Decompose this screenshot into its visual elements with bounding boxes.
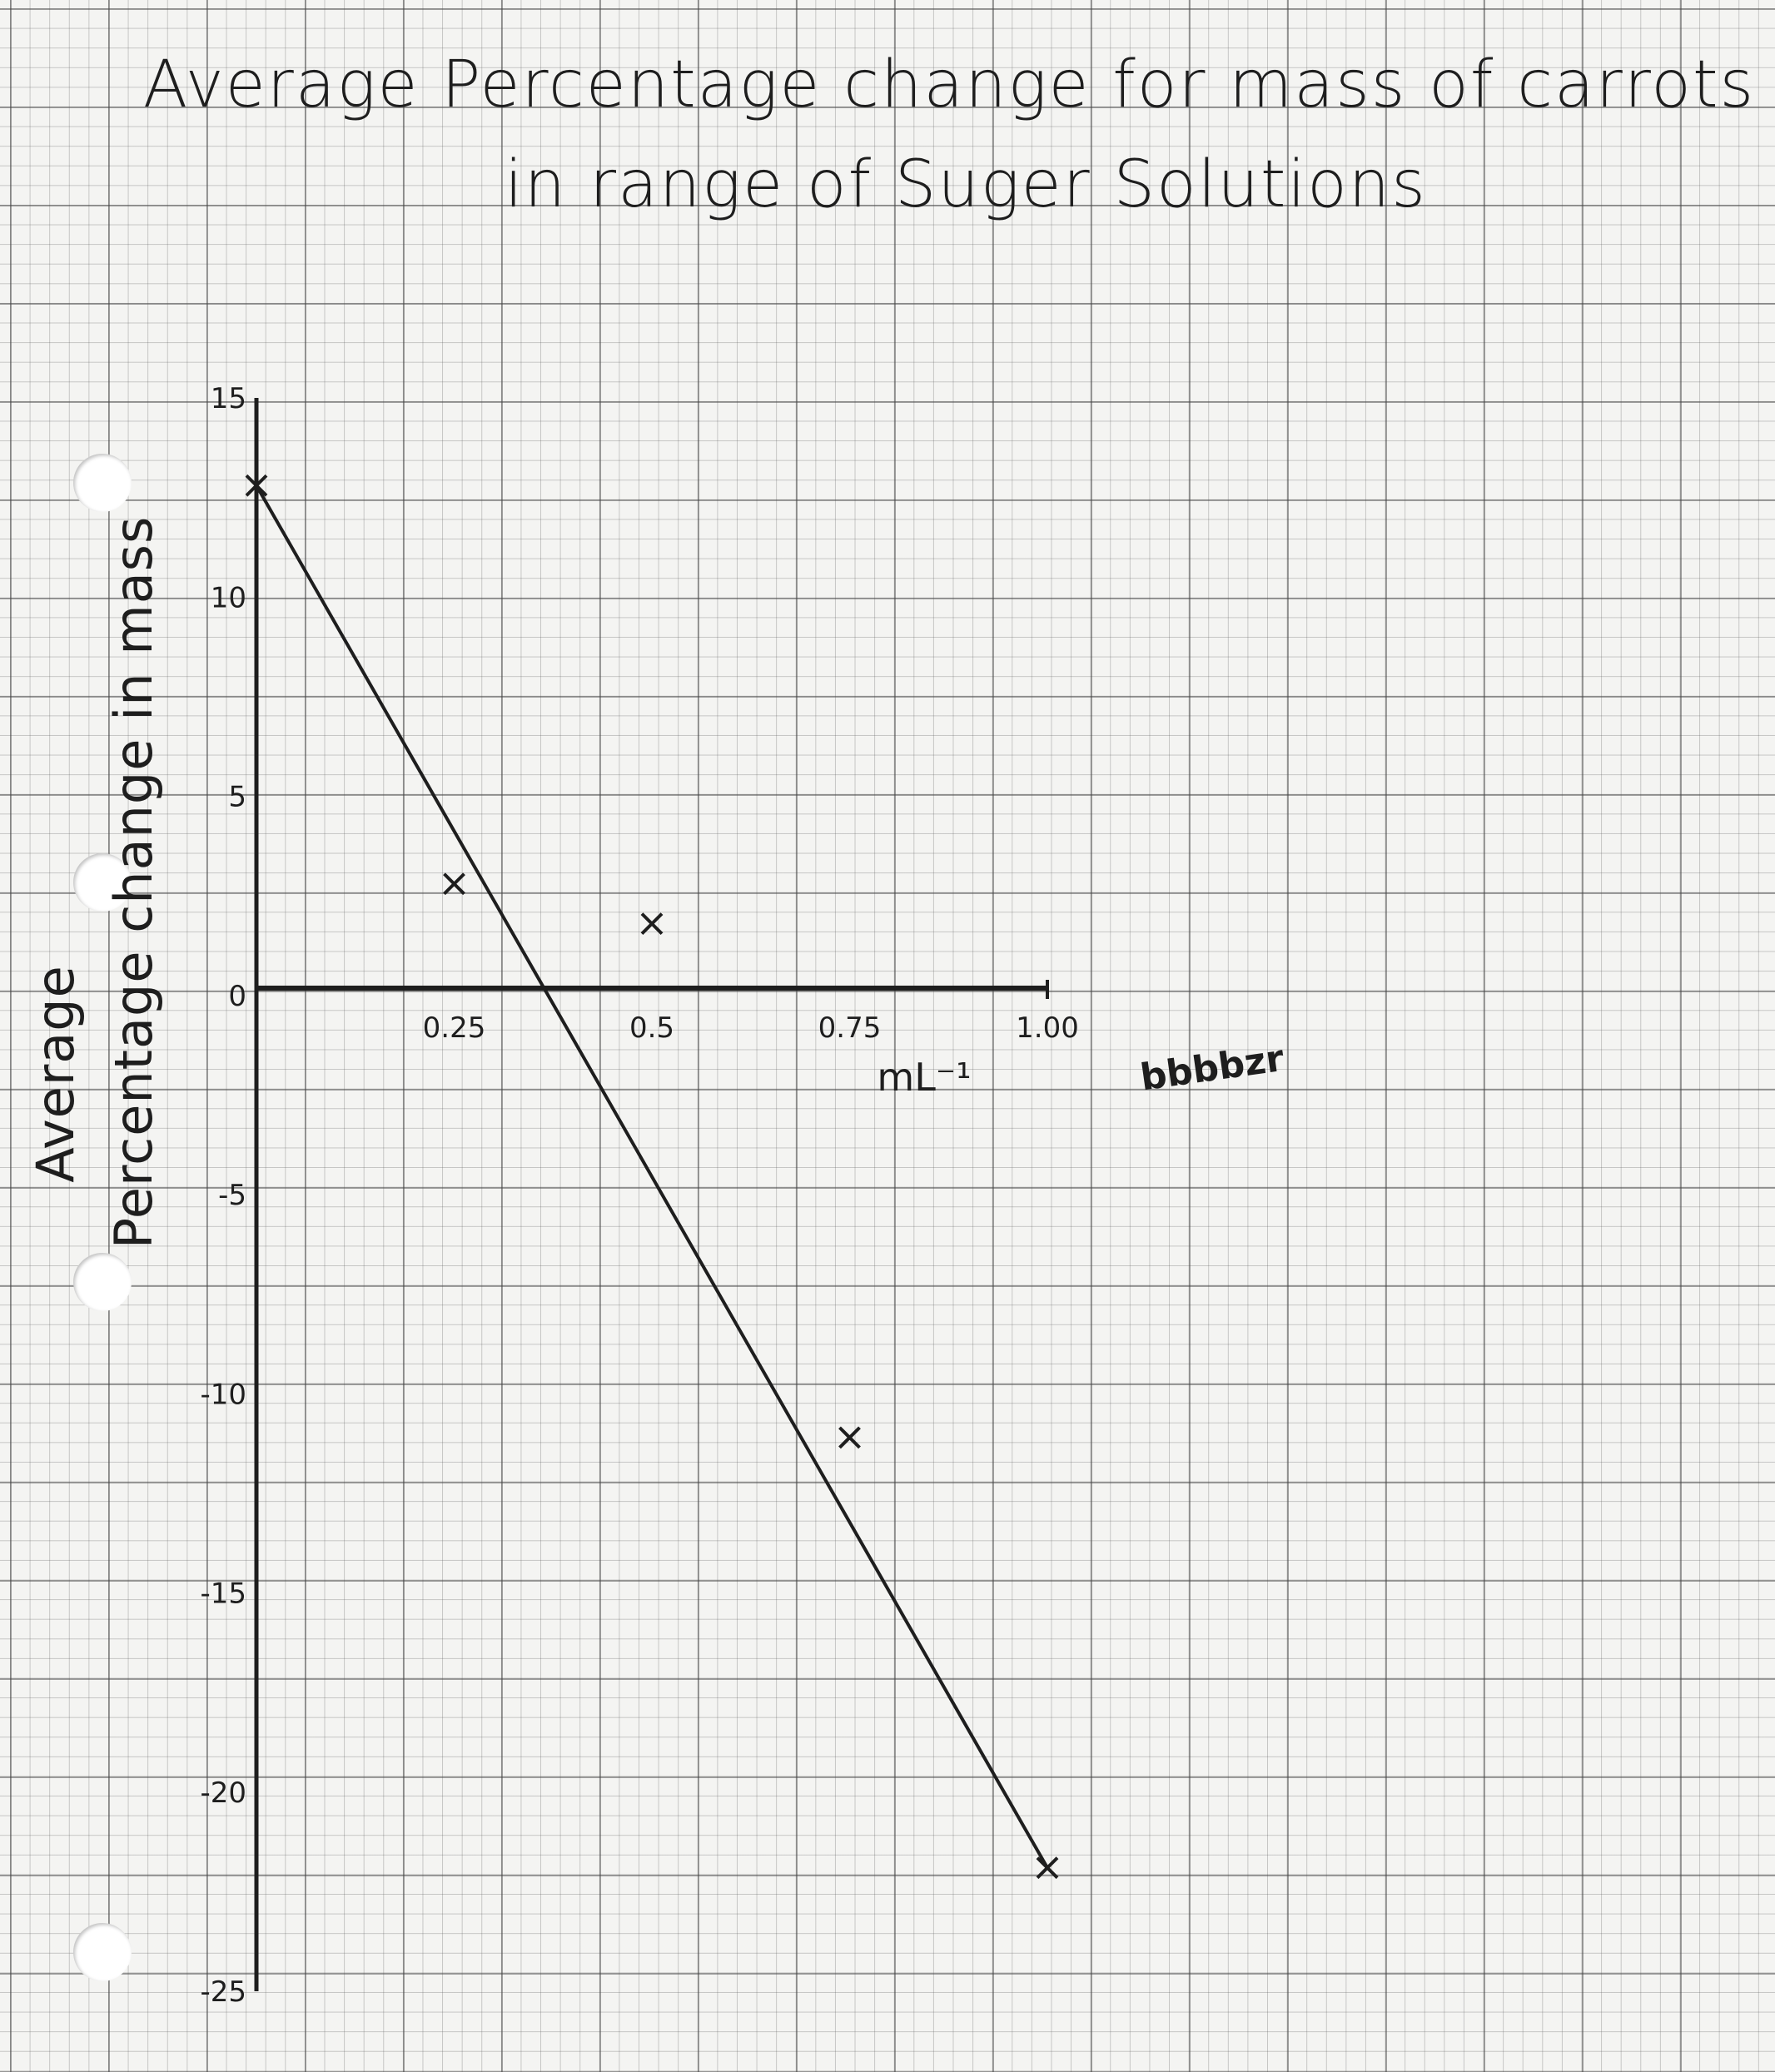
punch-hole — [73, 1923, 132, 1981]
y-tick-label: -25 — [200, 1975, 246, 2009]
data-point-x-mark — [640, 912, 664, 936]
y-tick-label: -20 — [200, 1776, 246, 1810]
trend-line — [255, 484, 1049, 1869]
scribble: bbbbzr — [1138, 1037, 1287, 1100]
data-point-x-mark — [1036, 1856, 1059, 1880]
x-tick-label: 1.00 — [1016, 1011, 1079, 1045]
x-axis-unit-label: mL⁻¹ — [877, 1055, 971, 1100]
data-point-x-mark — [838, 1426, 861, 1449]
y-tick-label: 0 — [228, 980, 246, 1013]
punch-hole — [73, 454, 132, 512]
y-axis-label-line2: Percentage change in mass — [103, 516, 164, 1250]
data-point-x-mark — [245, 474, 268, 497]
y-tick-label: 10 — [211, 581, 246, 614]
x-tick-label: 0.25 — [423, 1011, 486, 1045]
y-tick-label: 15 — [211, 382, 246, 415]
y-tick-label: 5 — [228, 781, 246, 814]
punch-hole — [73, 1253, 132, 1311]
y-tick-label: -10 — [200, 1378, 246, 1411]
x-tick-label: 0.75 — [818, 1011, 882, 1045]
chart-subtitle: in range of Suger Solutions — [505, 147, 1427, 222]
x-tick-label: 0.5 — [629, 1011, 674, 1045]
y-tick-label: -5 — [218, 1179, 246, 1212]
y-tick-label: -15 — [200, 1578, 246, 1611]
punch-hole — [73, 853, 132, 912]
chart-title: Average Percentage change for mass of ca… — [143, 47, 1755, 122]
data-point-x-mark — [443, 872, 465, 896]
y-axis-label-line1: Average — [25, 965, 86, 1183]
